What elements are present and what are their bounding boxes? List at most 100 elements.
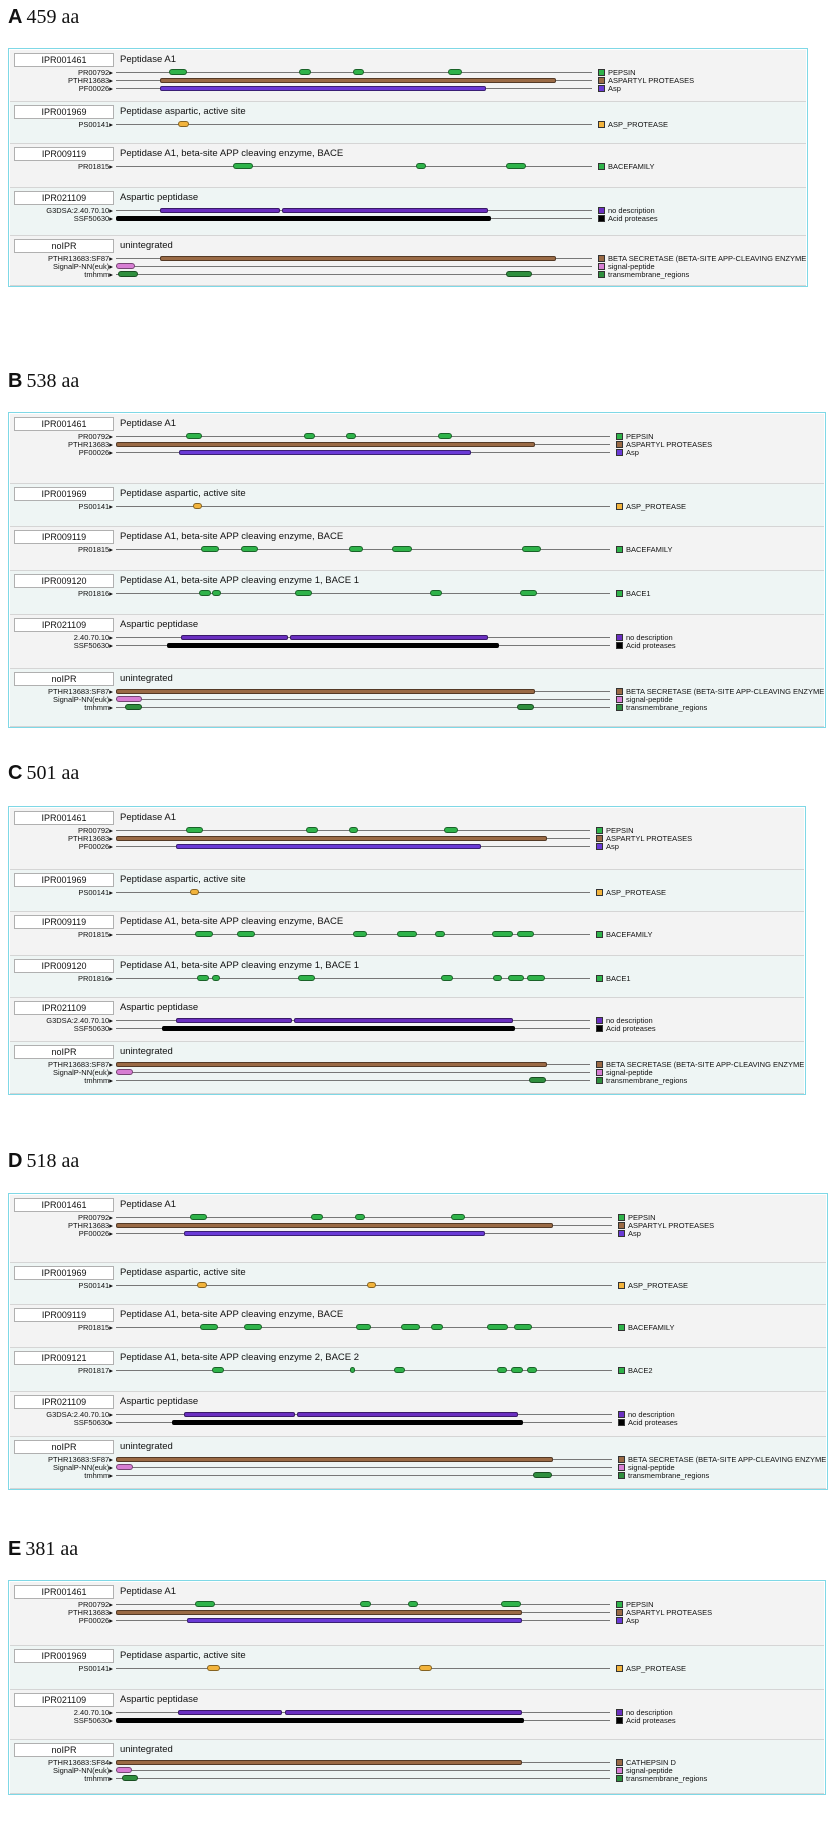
expand-arrow-icon[interactable]: ▸ [109,1076,113,1085]
domain-match-segment[interactable] [297,975,315,981]
domain-match-segment[interactable] [183,1412,296,1417]
expand-arrow-icon[interactable]: ▸ [109,206,113,215]
domain-match-segment[interactable] [289,635,488,640]
signature-label[interactable]: SignalP-NN(euk)▸ [10,695,113,704]
expand-arrow-icon[interactable]: ▸ [109,84,113,93]
expand-arrow-icon[interactable]: ▸ [109,1281,113,1290]
entry-id-box[interactable]: IPR009120 [14,574,114,588]
entry-id-box[interactable]: noIPR [14,1743,114,1757]
signature-label[interactable]: G3DSA:2.40.70.10▸ [10,1016,113,1025]
expand-arrow-icon[interactable]: ▸ [109,1616,113,1625]
domain-match-segment[interactable] [520,590,538,596]
domain-match-segment[interactable] [521,546,542,552]
domain-match-segment[interactable] [116,1062,548,1067]
entry-id-box[interactable]: IPR009119 [14,1308,114,1322]
domain-match-segment[interactable] [125,704,142,710]
domain-match-segment[interactable] [189,889,200,895]
domain-match-segment[interactable] [116,836,548,841]
expand-arrow-icon[interactable]: ▸ [109,254,113,263]
domain-match-segment[interactable] [244,1324,263,1330]
expand-arrow-icon[interactable]: ▸ [109,1410,113,1419]
signature-label[interactable]: tmhmm▸ [10,270,113,279]
domain-match-segment[interactable] [193,503,203,509]
domain-match-segment[interactable] [197,1282,207,1288]
signature-label[interactable]: tmhmm▸ [10,703,113,712]
domain-match-segment[interactable] [171,1420,523,1425]
expand-arrow-icon[interactable]: ▸ [109,1716,113,1725]
signature-label[interactable]: PS00141▸ [10,1281,113,1290]
signature-label[interactable]: PF00026▸ [10,842,113,851]
entry-id-box[interactable]: IPR021109 [14,191,114,205]
entry-id-box[interactable]: IPR009119 [14,147,114,161]
entry-id-box[interactable]: IPR001969 [14,1266,114,1280]
expand-arrow-icon[interactable]: ▸ [109,703,113,712]
expand-arrow-icon[interactable]: ▸ [109,589,113,598]
domain-match-segment[interactable] [189,1214,207,1220]
entry-id-box[interactable]: IPR001461 [14,53,114,67]
domain-match-segment[interactable] [526,975,545,981]
expand-arrow-icon[interactable]: ▸ [109,888,113,897]
expand-arrow-icon[interactable]: ▸ [109,1455,113,1464]
domain-match-segment[interactable] [211,1367,225,1373]
entry-id-box[interactable]: noIPR [14,1440,114,1454]
expand-arrow-icon[interactable]: ▸ [109,1708,113,1717]
domain-match-segment[interactable] [451,1214,466,1220]
expand-arrow-icon[interactable]: ▸ [109,214,113,223]
entry-id-box[interactable]: noIPR [14,239,114,253]
signature-label[interactable]: SSF50630▸ [10,641,113,650]
signature-label[interactable]: 2.40.70.10▸ [10,633,113,642]
domain-match-segment[interactable] [298,69,311,75]
entry-id-box[interactable]: IPR001969 [14,105,114,119]
domain-match-segment[interactable] [284,1710,522,1715]
domain-match-segment[interactable] [501,1601,521,1607]
domain-match-segment[interactable] [116,442,535,447]
signature-label[interactable]: PTHR13683:SF87▸ [10,254,113,263]
domain-match-segment[interactable] [198,590,211,596]
signature-label[interactable]: PR01815▸ [10,1323,113,1332]
domain-match-segment[interactable] [179,450,472,455]
signature-label[interactable]: PS00141▸ [10,888,113,897]
domain-match-segment[interactable] [444,827,458,833]
domain-match-segment[interactable] [447,69,463,75]
entry-id-box[interactable]: IPR001969 [14,487,114,501]
expand-arrow-icon[interactable]: ▸ [109,1758,113,1767]
signature-label[interactable]: PR01815▸ [10,930,113,939]
domain-match-segment[interactable] [159,78,556,83]
domain-match-segment[interactable] [178,1710,282,1715]
expand-arrow-icon[interactable]: ▸ [109,1664,113,1673]
expand-arrow-icon[interactable]: ▸ [109,974,113,983]
signature-label[interactable]: PS00141▸ [10,120,113,129]
signature-label[interactable]: PTHR13683▸ [10,1608,113,1617]
domain-match-segment[interactable] [166,643,499,648]
domain-match-segment[interactable] [533,1472,552,1478]
entry-id-box[interactable]: IPR009121 [14,1351,114,1365]
domain-match-segment[interactable] [116,216,492,221]
expand-arrow-icon[interactable]: ▸ [109,262,113,271]
entry-id-box[interactable]: IPR021109 [14,618,114,632]
domain-match-segment[interactable] [311,1214,323,1220]
expand-arrow-icon[interactable]: ▸ [109,930,113,939]
domain-match-segment[interactable] [168,69,187,75]
domain-match-segment[interactable] [159,86,487,91]
domain-match-segment[interactable] [185,433,203,439]
domain-match-segment[interactable] [116,1610,522,1615]
signature-label[interactable]: PR00792▸ [10,1600,113,1609]
signature-label[interactable]: PR00792▸ [10,826,113,835]
domain-match-segment[interactable] [201,546,219,552]
domain-match-segment[interactable] [356,1324,371,1330]
expand-arrow-icon[interactable]: ▸ [109,1016,113,1025]
domain-match-segment[interactable] [162,1026,516,1031]
domain-match-segment[interactable] [183,1231,485,1236]
signature-label[interactable]: PTHR13683:SF84▸ [10,1758,113,1767]
domain-match-segment[interactable] [116,1223,553,1228]
signature-label[interactable]: PR00792▸ [10,432,113,441]
domain-match-segment[interactable] [431,1324,443,1330]
expand-arrow-icon[interactable]: ▸ [109,1213,113,1222]
entry-id-box[interactable]: IPR001969 [14,873,114,887]
domain-match-segment[interactable] [197,975,209,981]
domain-match-segment[interactable] [195,1601,215,1607]
signature-label[interactable]: PTHR13683:SF87▸ [10,1455,113,1464]
domain-match-segment[interactable] [304,433,316,439]
domain-match-segment[interactable] [349,546,363,552]
domain-match-segment[interactable] [492,975,502,981]
